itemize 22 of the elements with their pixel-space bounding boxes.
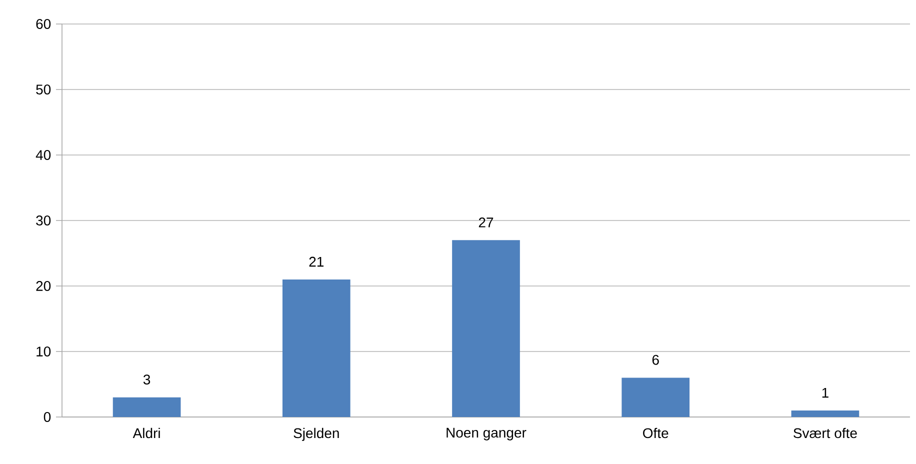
bar [112,397,181,417]
x-tick-label: Svært ofte [794,428,857,438]
y-tick-label: 40 [36,150,51,160]
x-tick-label: Sjelden [294,428,339,441]
bar [791,410,860,417]
x-tick-label: Aldri [132,428,160,438]
y-tick-label: 50 [36,84,51,94]
x-tick-label: Ofte [643,428,668,438]
data-label: 21 [309,256,324,267]
y-tick-label: 0 [44,412,51,422]
data-label: 27 [478,218,494,228]
x-tick-label: Noen ganger [446,428,526,440]
y-tick-label: 20 [36,281,51,291]
bar [452,240,520,417]
data-label: 6 [652,354,659,365]
data-label: 1 [822,388,828,398]
y-tick-label: 10 [36,346,51,356]
bar [282,279,350,417]
bar [622,378,690,417]
y-tick-label: 30 [36,216,51,226]
y-tick-label: 60 [36,19,51,29]
data-label: 3 [143,374,150,384]
